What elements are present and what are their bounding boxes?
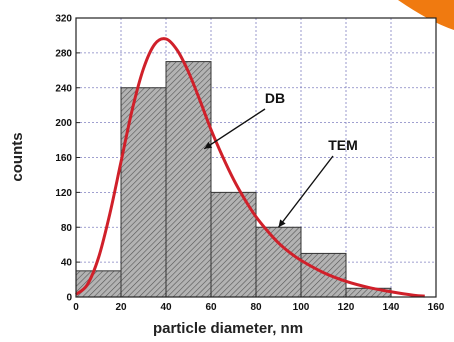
y-tick-label: 320 — [55, 14, 72, 25]
y-axis-label: counts — [9, 132, 26, 181]
y-tick-label: 80 — [61, 223, 73, 234]
x-tick-label: 60 — [205, 302, 217, 313]
axis-ticks: 0 20 40 60 80 100 120 140 160 0 40 80 120 160 200 240 28… — [55, 14, 444, 314]
histogram-bar — [120, 87, 167, 298]
x-tick-label: 160 — [428, 302, 445, 313]
histogram-bars — [75, 61, 392, 298]
x-tick-label: 120 — [338, 302, 355, 313]
x-tick-label: 0 — [73, 302, 79, 313]
x-tick-label: 80 — [250, 302, 262, 313]
y-tick-label: 160 — [55, 153, 72, 164]
x-tick-label: 20 — [115, 302, 127, 313]
annotation-arrow — [277, 155, 334, 228]
annotation-label-tem: TEM — [328, 137, 358, 153]
y-tick-label: 200 — [55, 118, 72, 129]
annotations: DB TEM — [203, 90, 358, 228]
histogram-bar — [75, 270, 122, 298]
x-tick-label: 100 — [293, 302, 310, 313]
y-tick-label: 280 — [55, 48, 72, 59]
y-tick-label: 240 — [55, 83, 72, 94]
corner-accent — [398, 0, 454, 30]
histogram-bar — [165, 61, 212, 298]
x-tick-label: 40 — [160, 302, 172, 313]
y-tick-label: 40 — [61, 258, 73, 269]
annotation-arrow — [203, 108, 266, 150]
x-axis-label: particle diameter, nm — [153, 320, 303, 337]
y-tick-label: 120 — [55, 188, 72, 199]
histogram-bar — [255, 226, 302, 298]
histogram-bar — [300, 252, 347, 298]
arrow-head — [204, 141, 213, 149]
fit-curve-layer — [75, 37, 425, 298]
annotation-label-db: DB — [265, 90, 285, 106]
arrow-head — [278, 219, 286, 228]
x-tick-label: 140 — [383, 302, 400, 313]
y-tick-label: 0 — [66, 293, 72, 304]
db-fit-curve — [75, 37, 425, 298]
